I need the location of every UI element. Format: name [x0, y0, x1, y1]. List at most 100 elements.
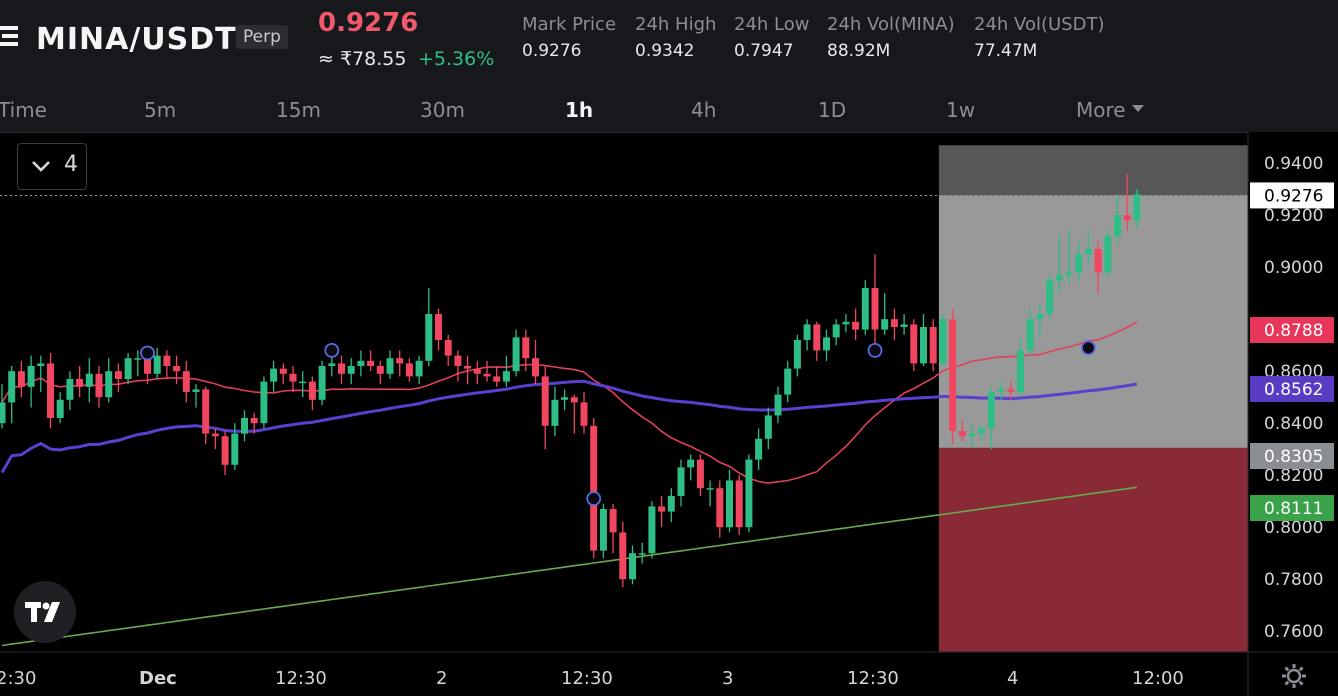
candle[interactable]	[396, 358, 404, 364]
candle[interactable]	[502, 371, 510, 382]
candle[interactable]	[124, 358, 132, 379]
candle[interactable]	[173, 366, 181, 372]
candle[interactable]	[599, 509, 607, 551]
candle[interactable]	[8, 371, 16, 403]
candle[interactable]	[27, 366, 35, 387]
candle[interactable]	[745, 459, 753, 528]
candle[interactable]	[920, 327, 927, 364]
candle[interactable]	[444, 340, 452, 356]
candle[interactable]	[1075, 254, 1083, 273]
candle[interactable]	[823, 337, 830, 351]
candle[interactable]	[541, 376, 549, 426]
menu-icon[interactable]	[0, 24, 18, 48]
candle[interactable]	[997, 389, 1005, 392]
candle[interactable]	[0, 402, 6, 424]
candle[interactable]	[464, 366, 472, 369]
candle[interactable]	[512, 337, 520, 372]
candle[interactable]	[211, 433, 219, 437]
tab-30m[interactable]: 30m	[420, 98, 465, 122]
candle[interactable]	[76, 379, 84, 387]
candle[interactable]	[260, 381, 268, 424]
signal-marker[interactable]	[140, 345, 155, 361]
price-axis[interactable]	[1248, 132, 1338, 696]
candle[interactable]	[570, 397, 578, 403]
pair-name[interactable]: MINA/USDT	[36, 22, 237, 57]
candle[interactable]	[590, 425, 598, 551]
candle[interactable]	[289, 373, 297, 382]
candle[interactable]	[813, 324, 821, 351]
candle[interactable]	[47, 363, 54, 418]
candle[interactable]	[1017, 350, 1024, 392]
candle[interactable]	[667, 496, 675, 512]
candle[interactable]	[910, 324, 918, 364]
candle[interactable]	[376, 366, 384, 374]
candle[interactable]	[726, 480, 733, 528]
candle[interactable]	[454, 355, 462, 366]
candle[interactable]	[619, 532, 627, 580]
candle[interactable]	[367, 360, 375, 366]
candle[interactable]	[687, 459, 695, 468]
candle[interactable]	[182, 371, 190, 392]
tab-1w[interactable]: 1w	[946, 98, 976, 122]
candle[interactable]	[842, 321, 850, 325]
tab-1h[interactable]: 1h	[565, 98, 594, 122]
candle[interactable]	[987, 392, 995, 429]
candle[interactable]	[250, 418, 258, 424]
candle[interactable]	[1094, 249, 1102, 273]
candle[interactable]	[1046, 280, 1054, 314]
candle[interactable]	[221, 436, 229, 465]
position-stop-zone[interactable]	[938, 447, 1248, 652]
candle[interactable]	[580, 402, 588, 426]
candle[interactable]	[658, 506, 666, 512]
candle[interactable]	[706, 488, 714, 490]
candle[interactable]	[85, 373, 93, 387]
candle[interactable]	[764, 415, 772, 439]
candle[interactable]	[803, 324, 811, 340]
candle[interactable]	[890, 319, 898, 327]
candle[interactable]	[852, 321, 860, 330]
candle[interactable]	[338, 363, 345, 374]
candle[interactable]	[551, 399, 559, 426]
candle[interactable]	[861, 288, 869, 330]
candle[interactable]	[939, 319, 947, 364]
candle[interactable]	[832, 324, 840, 338]
candle[interactable]	[1055, 275, 1063, 281]
candle[interactable]	[978, 428, 986, 434]
candle[interactable]	[493, 376, 501, 382]
candle[interactable]	[347, 366, 355, 374]
candle[interactable]	[677, 467, 685, 496]
indicator-toggle-button[interactable]: 4	[17, 143, 87, 190]
candle[interactable]	[1084, 249, 1092, 255]
candle[interactable]	[299, 381, 307, 384]
candle[interactable]	[1036, 314, 1044, 320]
candle[interactable]	[153, 355, 161, 374]
candle[interactable]	[270, 368, 278, 382]
candle[interactable]	[1026, 319, 1034, 351]
candle[interactable]	[774, 394, 782, 416]
candle[interactable]	[192, 389, 200, 392]
candle[interactable]	[1133, 194, 1141, 221]
candle[interactable]	[483, 373, 491, 377]
candle[interactable]	[328, 363, 336, 366]
candle[interactable]	[241, 418, 248, 434]
candle[interactable]	[1114, 215, 1121, 236]
price-chart[interactable]: 0.94000.92000.90000.86000.84000.82000.80…	[0, 132, 1338, 696]
candle[interactable]	[144, 358, 151, 374]
candle[interactable]	[561, 397, 569, 400]
candle[interactable]	[415, 360, 423, 377]
candle[interactable]	[386, 358, 394, 374]
candle[interactable]	[279, 368, 287, 374]
candle[interactable]	[929, 327, 937, 364]
tab-4h[interactable]: 4h	[691, 98, 717, 122]
candle[interactable]	[105, 371, 113, 398]
candle[interactable]	[755, 438, 763, 460]
gear-icon[interactable]	[1280, 662, 1308, 690]
signal-marker[interactable]	[867, 342, 883, 358]
tab-1d[interactable]: 1D	[818, 98, 847, 122]
candle[interactable]	[881, 319, 889, 330]
candle[interactable]	[357, 360, 365, 366]
candle[interactable]	[648, 506, 656, 554]
tab-more[interactable]: More	[1076, 98, 1144, 122]
candle[interactable]	[638, 553, 646, 555]
signal-marker[interactable]	[1081, 340, 1096, 356]
